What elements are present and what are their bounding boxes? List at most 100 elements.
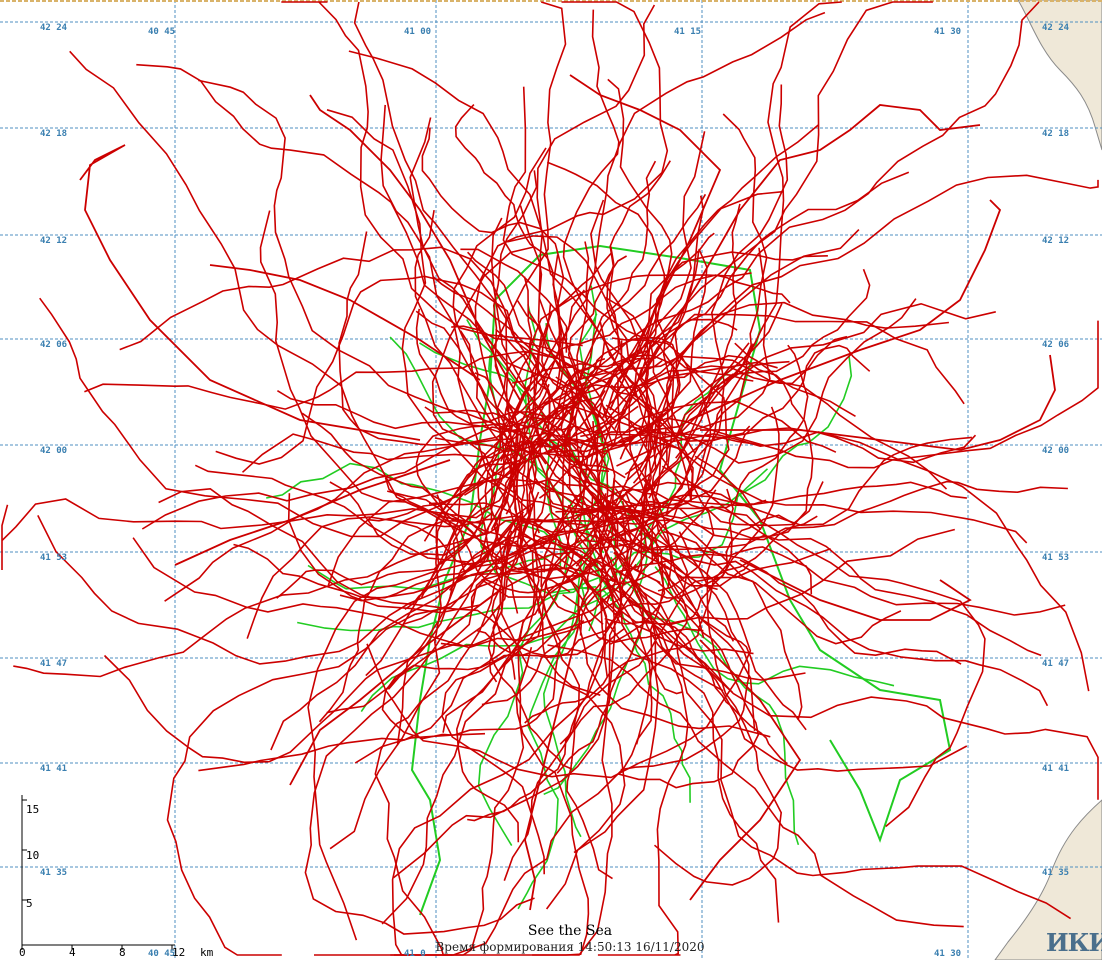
red-track [523, 276, 617, 516]
lat-label-right: 42 18 [1042, 129, 1070, 139]
red-track [600, 477, 806, 681]
red-track [624, 491, 705, 639]
red-track [655, 517, 1049, 707]
lat-label-right: 42 06 [1042, 340, 1070, 350]
lon-label-bottom: 40 45 [148, 949, 176, 959]
lat-label-left: 41 47 [40, 659, 68, 669]
red-track [103, 506, 533, 764]
red-track [628, 313, 965, 511]
red-track [174, 459, 451, 566]
red-track [259, 210, 615, 583]
green-track [632, 355, 853, 570]
red-track [529, 274, 791, 392]
red-track [69, 50, 484, 535]
red-track [618, 542, 962, 665]
red-track [390, 647, 590, 956]
lat-label-right: 41 47 [1042, 659, 1070, 669]
red-track [635, 602, 1099, 800]
lat-label-right: 42 12 [1042, 236, 1070, 246]
green-track [307, 552, 556, 590]
red-track [326, 455, 541, 714]
red-track [327, 389, 606, 586]
red-track [198, 563, 637, 772]
land-layer [994, 0, 1102, 960]
red-track [653, 551, 783, 886]
red-track [663, 530, 803, 721]
lat-label-right: 41 41 [1042, 764, 1070, 774]
red-track [576, 499, 627, 618]
scale-unit: km [200, 946, 214, 959]
red-track [366, 480, 633, 522]
red-track [339, 428, 518, 602]
red-track [653, 174, 1099, 486]
lon-label-bottom: 41 30 [934, 949, 962, 959]
red-track [566, 636, 659, 880]
red-track [545, 514, 604, 616]
red-track [643, 113, 768, 495]
red-track [620, 586, 788, 765]
red-track [440, 512, 626, 647]
red-track [490, 217, 578, 465]
red-track [487, 539, 573, 770]
red-track [79, 144, 421, 441]
red-track [194, 464, 524, 563]
red-track [689, 639, 802, 901]
red-track [574, 336, 754, 400]
land-southeast [994, 799, 1102, 960]
lon-label-top: 41 30 [934, 27, 962, 37]
scale-bar [21, 795, 175, 950]
red-track [661, 465, 1066, 616]
red-track [525, 425, 606, 534]
red-track [415, 310, 523, 545]
red-track [526, 406, 604, 443]
red-track [353, 1, 525, 439]
red-track [474, 1, 669, 465]
green-track [410, 244, 952, 916]
red-track [132, 537, 593, 649]
red-track [611, 337, 712, 572]
red-track [309, 94, 521, 401]
red-track [547, 644, 964, 928]
red-track [502, 86, 675, 470]
red-track [642, 436, 972, 527]
red-track [481, 556, 604, 706]
red-track [436, 494, 604, 625]
red-track [578, 609, 771, 738]
red-track [516, 542, 601, 696]
lon-label-top: 41 15 [674, 27, 702, 37]
red-track [198, 79, 530, 440]
red-track [689, 199, 1002, 421]
red-track [374, 538, 510, 956]
red-track [39, 297, 580, 538]
red-track [287, 493, 626, 614]
red-track [510, 195, 705, 458]
iki-logo: ИКИ [1046, 928, 1102, 957]
red-track [365, 436, 504, 677]
red-track [657, 247, 771, 440]
green-track [542, 554, 583, 838]
red-track [409, 117, 610, 472]
red-track [567, 255, 627, 467]
lat-label-left: 42 12 [40, 236, 68, 246]
red-track [612, 1, 933, 448]
red-track [491, 453, 516, 680]
red-track [563, 171, 910, 444]
red-track [512, 478, 645, 551]
red-track [289, 589, 501, 786]
red-track [739, 559, 972, 621]
red-track [569, 268, 871, 448]
scale-x-tick: 8 [119, 946, 126, 959]
red-track [84, 350, 619, 435]
red-track [526, 251, 700, 520]
red-track [616, 570, 968, 772]
scale-y-tick: 5 [26, 897, 33, 910]
scale-x-tick: 12 [172, 946, 186, 959]
red-track [304, 526, 535, 935]
red-track [366, 532, 752, 779]
red-track [573, 406, 660, 854]
red-track [270, 445, 540, 751]
red-track [326, 109, 532, 513]
red-track [675, 203, 741, 459]
red-track [307, 517, 636, 941]
lat-label-left: 41 53 [40, 553, 68, 563]
